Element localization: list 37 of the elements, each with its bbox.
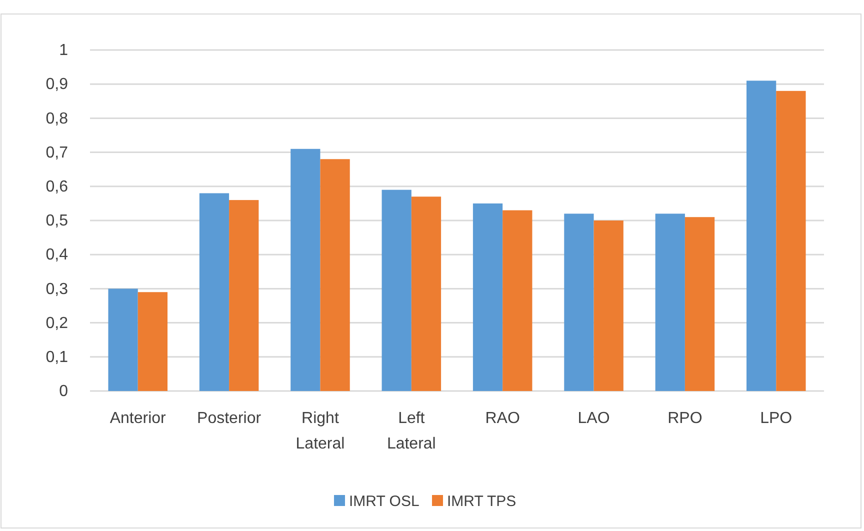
bar (229, 200, 259, 391)
bar (746, 80, 776, 391)
y-tick-label: 0,7 (46, 144, 68, 162)
y-tick-label: 0,9 (46, 76, 68, 94)
y-tick-label: 0,4 (46, 246, 68, 264)
y-tick-label: 0,3 (46, 280, 68, 298)
bar (684, 217, 715, 391)
x-tick-label: LPO (760, 410, 792, 427)
bar (594, 220, 624, 391)
x-tick-label: RAO (485, 410, 520, 427)
bar (108, 288, 138, 391)
x-tick-label: LAO (578, 410, 610, 427)
bar (776, 90, 806, 391)
legend-label: IMRT OSL (349, 493, 420, 510)
bar (564, 214, 594, 391)
bar (655, 214, 685, 391)
bar (472, 203, 503, 391)
x-tick-label: RPO (668, 410, 702, 427)
y-tick-label: 0,8 (46, 110, 68, 128)
bar (290, 148, 320, 391)
bar (138, 292, 168, 391)
y-tick-label: 1 (59, 42, 68, 60)
y-tick-label: 0,2 (46, 314, 68, 332)
bar (199, 193, 230, 391)
bar (411, 196, 442, 391)
y-tick-label: 0,5 (46, 212, 68, 230)
x-tick-label: Right Lateral (296, 410, 345, 453)
x-tick-label: Left Lateral (386, 410, 436, 453)
x-tick-label: Anterior (110, 410, 167, 427)
y-tick-label: 0,1 (46, 349, 68, 366)
bar (382, 190, 412, 391)
y-tick-label: 0,6 (46, 178, 68, 196)
bar (320, 159, 350, 391)
bar (502, 210, 532, 391)
legend-label: IMRT TPS (447, 493, 516, 510)
y-tick-label: 0 (59, 383, 68, 400)
x-tick-label: Posterior (197, 410, 262, 427)
